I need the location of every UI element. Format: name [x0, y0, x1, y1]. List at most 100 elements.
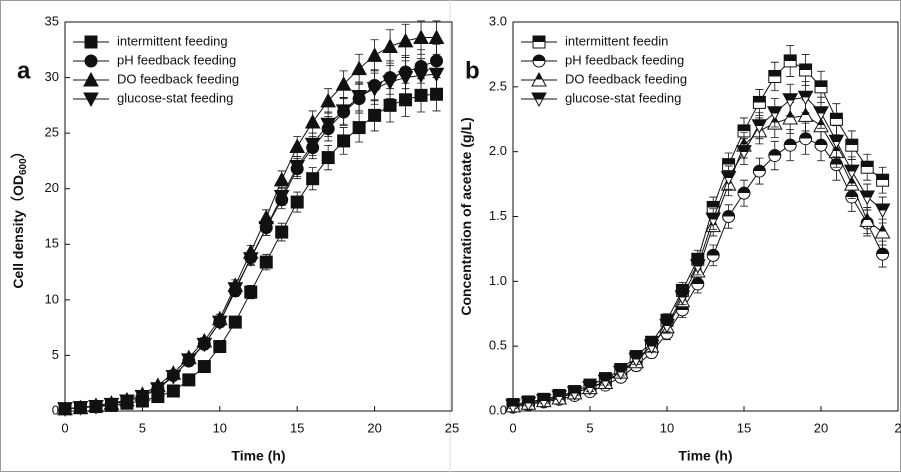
marker: [612, 365, 629, 381]
marker: [783, 138, 797, 152]
marker: [320, 92, 336, 108]
marker: [535, 394, 552, 409]
marker: [813, 106, 829, 121]
marker: [320, 117, 336, 133]
marker: [674, 290, 691, 305]
y-axis-label: Concentration of acetate (g/L): [458, 117, 474, 315]
marker: [845, 138, 859, 152]
marker: [304, 113, 321, 129]
y-tick-label: 3.0: [489, 13, 507, 28]
marker: [366, 47, 383, 62]
y-axis-label-sub: 600: [18, 158, 29, 175]
marker: [337, 134, 351, 148]
marker: [722, 210, 736, 223]
x-tick-label: 10: [660, 420, 674, 435]
legend-label: pH feedback feeding: [117, 52, 236, 67]
marker: [275, 225, 289, 239]
marker: [874, 224, 891, 239]
y-tick-label: 0.0: [489, 402, 507, 417]
marker: [397, 71, 414, 86]
x-tick-label: 25: [445, 420, 459, 435]
y-tick-label: 10: [45, 291, 59, 306]
marker: [103, 397, 120, 413]
marker: [57, 402, 73, 417]
series-line: [64, 73, 437, 410]
legend-marker: [84, 35, 98, 49]
marker: [335, 104, 352, 119]
marker: [304, 137, 321, 153]
marker: [799, 132, 813, 146]
legend-marker: [83, 92, 99, 108]
marker: [752, 164, 766, 178]
marker: [383, 98, 397, 112]
marker: [72, 401, 89, 416]
marker: [211, 315, 228, 331]
marker: [874, 203, 891, 219]
marker: [213, 340, 227, 354]
marker: [196, 337, 213, 353]
panel-label: a: [17, 57, 31, 84]
marker: [228, 315, 242, 329]
legend-label: DO feedback feeding: [565, 71, 687, 86]
marker: [397, 32, 414, 48]
marker: [766, 106, 783, 121]
marker: [782, 93, 799, 108]
marker: [689, 259, 706, 274]
marker: [399, 93, 413, 107]
x-axis-label: Time (h): [678, 448, 732, 464]
marker: [783, 54, 797, 68]
x-tick-label: 20: [367, 420, 381, 435]
y-tick-label: 15: [45, 236, 59, 251]
y-tick-label: 25: [45, 125, 59, 140]
marker: [829, 112, 843, 126]
marker: [706, 248, 720, 262]
marker: [351, 89, 367, 105]
marker: [258, 221, 275, 236]
x-tick-label: 10: [213, 420, 227, 435]
marker: [119, 394, 135, 410]
marker: [181, 353, 197, 368]
x-axis-label: Time (h): [231, 448, 285, 464]
x-tick-label: 5: [139, 420, 146, 435]
marker: [335, 76, 352, 91]
y-tick-label: 30: [45, 69, 59, 84]
y-axis-label: Cell density（OD600）: [10, 144, 29, 288]
y-tick-label: 0: [52, 402, 59, 417]
legend-marker: [531, 71, 547, 87]
marker: [413, 68, 429, 84]
marker: [876, 247, 890, 261]
legend-marker: [532, 35, 546, 49]
legend-label: intermittent feedin: [565, 33, 668, 48]
marker: [736, 145, 752, 160]
marker: [259, 255, 273, 269]
y-tick-label: 0.5: [489, 338, 507, 353]
panel-label: b: [465, 57, 480, 84]
legend-marker: [531, 92, 547, 108]
marker: [352, 121, 366, 135]
legend-marker: [532, 54, 546, 68]
marker: [659, 318, 675, 334]
marker: [150, 382, 166, 397]
marker: [290, 195, 304, 209]
y-tick-label: 1.0: [489, 273, 507, 288]
marker: [505, 399, 521, 414]
y-axis-label-text: Concentration of acetate (g/L): [458, 117, 474, 315]
marker: [797, 107, 814, 122]
marker: [814, 80, 828, 94]
marker: [165, 370, 182, 385]
x-tick-label: 15: [290, 420, 304, 435]
marker: [551, 390, 568, 405]
y-tick-label: 20: [45, 180, 59, 195]
marker: [289, 138, 306, 153]
legend-label: intermittent feeding: [117, 33, 228, 48]
marker: [860, 160, 874, 174]
marker: [382, 75, 398, 91]
marker: [382, 38, 398, 53]
marker: [859, 212, 876, 227]
marker: [752, 95, 766, 109]
marker: [705, 212, 722, 228]
marker: [859, 190, 876, 206]
marker: [227, 282, 244, 297]
marker: [828, 134, 845, 150]
marker: [768, 149, 782, 163]
